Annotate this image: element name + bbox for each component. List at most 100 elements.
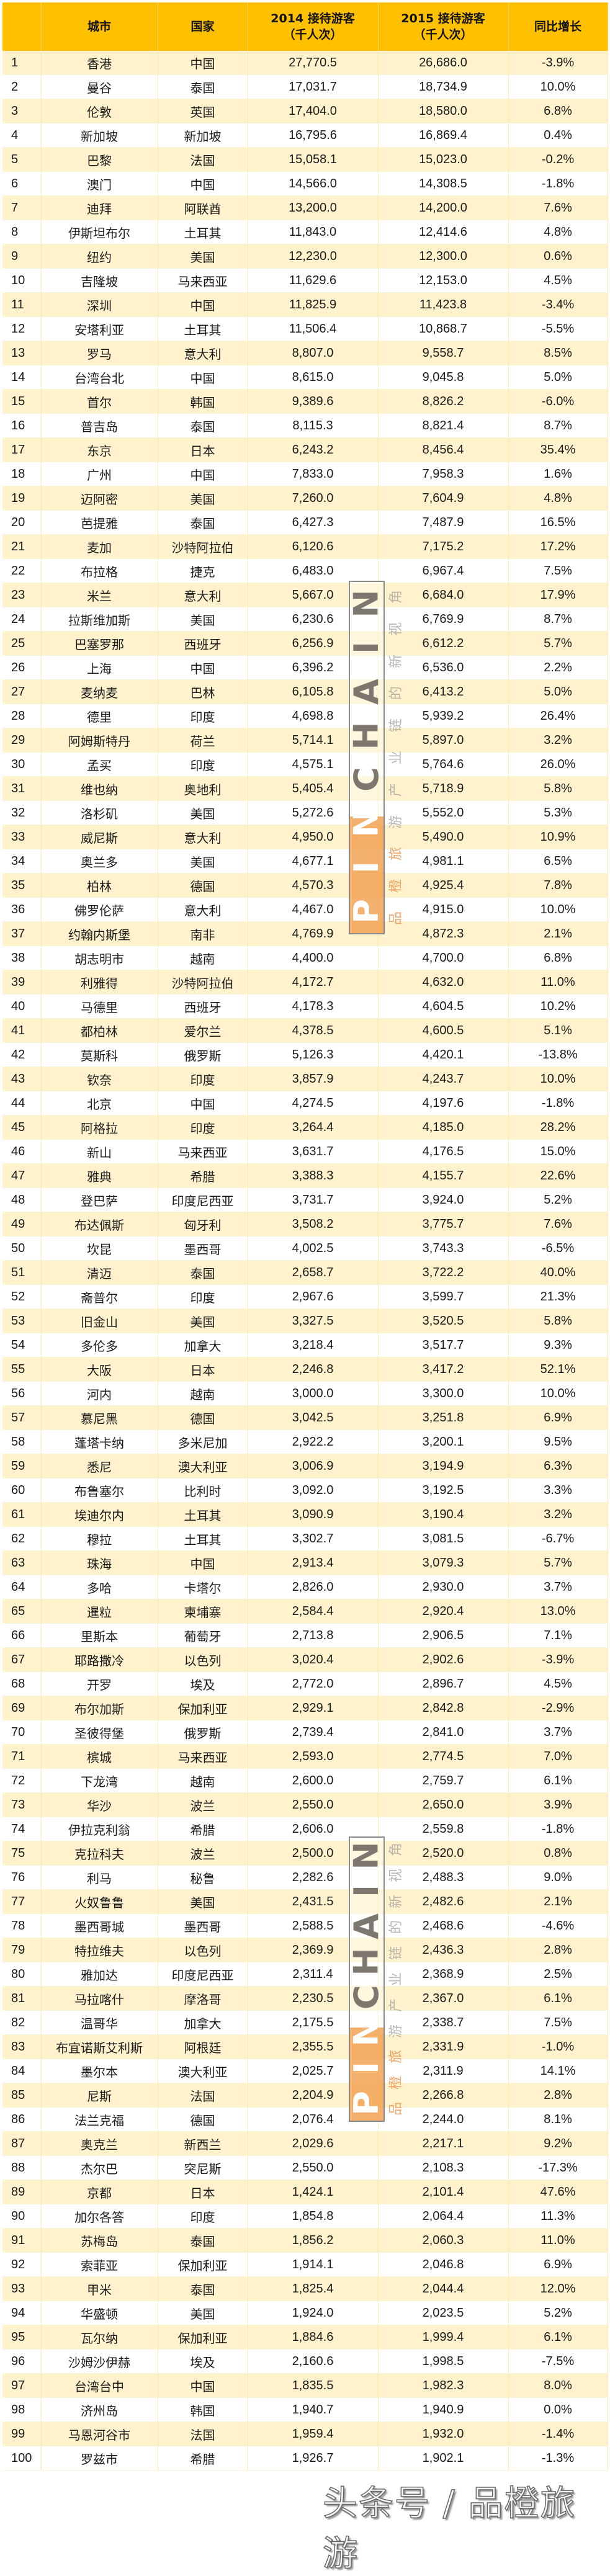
growth-cell: 3.2% (508, 1502, 608, 1527)
country-cell: 卡塔尔 (158, 1575, 248, 1599)
visitors-2014-cell: 4,400.0 (248, 946, 379, 970)
table-row: 37 约翰内斯堡 南非 4,769.9 4,872.3 2.1% (2, 921, 608, 946)
visitors-2014-cell: 3,631.7 (248, 1139, 379, 1164)
rank-cell: 80 (2, 1962, 42, 1987)
growth-cell: 26.0% (508, 752, 608, 777)
growth-cell: 10.0% (508, 897, 608, 922)
country-cell: 日本 (158, 1357, 248, 1382)
country-cell: 澳大利亚 (158, 2059, 248, 2083)
visitors-2015-cell: 3,081.5 (378, 1526, 509, 1551)
city-cell: 利雅得 (41, 970, 158, 995)
city-cell: 多伦多 (41, 1333, 158, 1357)
visitors-2015-cell: 12,153.0 (378, 268, 509, 293)
visitors-2015-cell: 1,932.0 (378, 2422, 509, 2446)
country-cell: 摩洛哥 (158, 1986, 248, 2011)
visitors-2015-cell: 3,417.2 (378, 1357, 509, 1382)
header-country: 国家 (158, 2, 248, 51)
growth-cell: 7.6% (508, 1212, 608, 1237)
visitors-2015-cell: 5,939.2 (378, 704, 509, 728)
visitors-2015-cell: 1,902.1 (378, 2446, 509, 2471)
country-cell: 新西兰 (158, 2131, 248, 2156)
growth-cell: -5.5% (508, 316, 608, 341)
country-cell: 希腊 (158, 1163, 248, 1188)
table-row: 25 巴塞罗那 西班牙 6,256.9 6,612.2 5.7% (2, 631, 608, 656)
table-row: 88 杰尔巴 突尼斯 2,550.0 2,108.3 -17.3% (2, 2155, 608, 2180)
slogan-char: 游 (388, 2024, 404, 2038)
slogan-char: 新 (388, 1894, 404, 1908)
logo-orange-block (350, 2028, 383, 2121)
rank-cell: 42 (2, 1042, 42, 1067)
growth-cell: 14.1% (508, 2059, 608, 2083)
table-row: 44 北京 中国 4,274.5 4,197.6 -1.8% (2, 1091, 608, 1116)
country-cell: 马来西亚 (158, 1744, 248, 1769)
growth-cell: 12.0% (508, 2276, 608, 2301)
rank-cell: 77 (2, 1889, 42, 1914)
rank-cell: 74 (2, 1817, 42, 1841)
table-row: 47 雅典 希腊 3,388.3 4,155.7 22.6% (2, 1163, 608, 1188)
visitors-2014-cell: 3,006.9 (248, 1454, 379, 1478)
rank-cell: 65 (2, 1599, 42, 1624)
visitors-2015-cell: 4,872.3 (378, 921, 509, 946)
country-cell: 美国 (158, 1889, 248, 1914)
logo-letter: P (346, 2090, 386, 2116)
rank-cell: 32 (2, 800, 42, 825)
growth-cell: 11.0% (508, 2228, 608, 2253)
visitors-2014-cell: 3,042.5 (248, 1405, 379, 1430)
growth-cell: 6.1% (508, 1768, 608, 1793)
city-cell: 里斯本 (41, 1623, 158, 1648)
slogan-char: 产 (388, 1998, 404, 2012)
table-row: 100 罗兹市 希腊 1,926.7 1,902.1 -1.3% (2, 2446, 608, 2471)
visitors-2014-cell: 5,714.1 (248, 728, 379, 753)
visitors-2014-cell: 16,795.6 (248, 123, 379, 148)
visitors-2015-cell: 2,920.4 (378, 1599, 509, 1624)
table-row: 66 里斯本 葡萄牙 2,713.8 2,906.5 7.1% (2, 1623, 608, 1648)
growth-cell: 6.8% (508, 946, 608, 970)
table-row: 43 钦奈 印度 3,857.9 4,243.7 10.0% (2, 1067, 608, 1091)
rank-cell: 88 (2, 2155, 42, 2180)
city-cell: 奥克兰 (41, 2131, 158, 2156)
table-row: 19 迈阿密 美国 7,260.0 7,604.9 4.8% (2, 486, 608, 511)
visitors-2014-cell: 3,264.4 (248, 1115, 379, 1140)
slogan-char: 角 (388, 589, 404, 604)
table-row: 16 普吉岛 泰国 8,115.3 8,821.4 8.7% (2, 413, 608, 438)
visitors-2015-cell: 4,915.0 (378, 897, 509, 922)
visitors-2014-cell: 17,031.7 (248, 74, 379, 99)
growth-cell: 5.2% (508, 1187, 608, 1212)
visitors-2014-cell: 1,914.1 (248, 2252, 379, 2277)
country-cell: 沙特阿拉伯 (158, 534, 248, 559)
country-cell: 美国 (158, 486, 248, 511)
slogan-char: 业 (388, 750, 404, 764)
table-row: 87 奥克兰 新西兰 2,029.6 2,217.1 9.2% (2, 2131, 608, 2156)
country-cell: 意大利 (158, 825, 248, 849)
table-row: 32 洛杉矶 美国 5,272.6 5,552.0 5.3% (2, 800, 608, 825)
country-cell: 墨西哥 (158, 1913, 248, 1938)
growth-cell: 7.1% (508, 1623, 608, 1648)
rank-cell: 79 (2, 1938, 42, 1962)
visitors-2014-cell: 2,311.4 (248, 1962, 379, 1987)
growth-cell: 9.2% (508, 2131, 608, 2156)
rank-cell: 92 (2, 2252, 42, 2277)
country-cell: 俄罗斯 (158, 1720, 248, 1745)
header-visitors-2014-unit: （千人次） (283, 28, 343, 42)
growth-cell: 8.5% (508, 341, 608, 365)
logo-orange-block (350, 816, 383, 933)
growth-cell: 4.5% (508, 268, 608, 293)
table-row: 79 特拉维夫 以色列 2,369.9 2,436.3 2.8% (2, 1938, 608, 1962)
logo-letter: A (346, 1913, 386, 1939)
rank-cell: 36 (2, 897, 42, 922)
city-cell: 安塔利亚 (41, 316, 158, 341)
growth-cell: 10.0% (508, 74, 608, 99)
growth-cell: 2.8% (508, 2083, 608, 2108)
rank-cell: 4 (2, 123, 42, 148)
city-cell: 马恩河谷市 (41, 2422, 158, 2446)
visitors-2015-cell: 2,101.4 (378, 2180, 509, 2204)
logo-letter: I (347, 1884, 386, 1897)
visitors-2014-cell: 11,629.6 (248, 268, 379, 293)
visitors-2014-cell: 6,243.2 (248, 437, 379, 462)
table-row: 20 芭提雅 泰国 6,427.3 7,487.9 16.5% (2, 510, 608, 535)
visitors-2015-cell: 1,982.3 (378, 2373, 509, 2398)
rank-cell: 10 (2, 268, 42, 293)
growth-cell: -0.2% (508, 147, 608, 172)
table-row: 73 华沙 波兰 2,550.0 2,650.0 3.9% (2, 1792, 608, 1817)
country-cell: 法国 (158, 2422, 248, 2446)
